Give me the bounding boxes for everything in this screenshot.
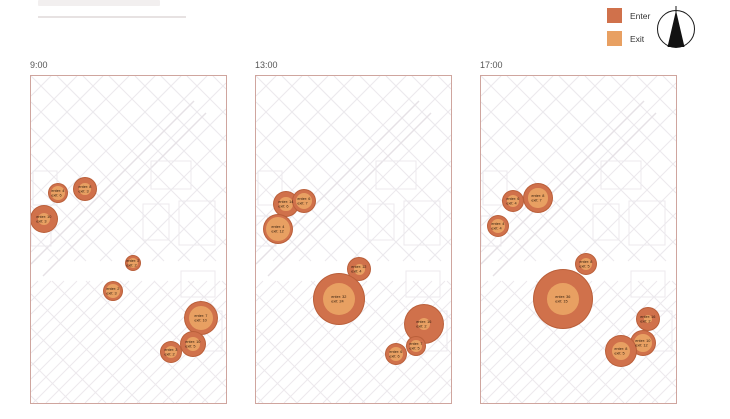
bubble-label: enter: 2 exit: 2: [126, 258, 140, 267]
map-panel-1300: 13:00 enter: 14 exit: 6 enter: 6 exit: 7 ent…: [255, 58, 452, 404]
enter-exit-bubble: enter: 16 exit: 2: [636, 307, 660, 331]
map-panel-900: 9:00 enter: 4 exit: 6 enter: 8 exit: 3 enter…: [30, 58, 227, 404]
enter-color-swatch: [607, 8, 622, 23]
exit-core: [506, 194, 520, 208]
enter-exit-bubble: enter: 4 exit: 12: [263, 214, 293, 244]
exit-core: [265, 216, 291, 242]
exit-core: [322, 282, 356, 316]
street-grid: [481, 76, 676, 403]
exit-core: [644, 315, 652, 323]
title-underline: [38, 16, 186, 18]
bubble-label: enter: 14 exit: 6: [278, 199, 294, 208]
bubble-label: enter: 6 exit: 7: [297, 196, 311, 205]
bubble-layer: enter: 4 exit: 6 enter: 8 exit: 3 enter: 10 e…: [31, 76, 226, 403]
street-map: enter: 4 exit: 6 enter: 8 exit: 3 enter: 10 e…: [30, 75, 227, 404]
bubble-label: enter: 8 exit: 7: [531, 193, 545, 202]
legend-label-exit: Exit: [630, 33, 645, 44]
bubble-label: enter: 16 exit: 2: [640, 314, 656, 323]
enter-exit-bubble: enter: 8 exit: 5: [605, 335, 637, 367]
legend-item-enter: Enter: [607, 8, 677, 23]
bubble-label: enter: 10 exit: 12: [635, 338, 651, 347]
enter-exit-bubble: enter: 2 exit: 3: [103, 281, 123, 301]
bubble-label: enter: 16 exit: 2: [416, 319, 432, 328]
panel-time-label: 9:00: [30, 60, 48, 70]
exit-core: [106, 284, 120, 298]
enter-exit-bubble: enter: 6 exit: 4: [502, 190, 524, 212]
bubble-label: enter: 4 exit: 12: [271, 224, 285, 233]
enter-exit-bubble: enter: 6 exit: 7: [292, 189, 316, 213]
panel-time-label: 13:00: [255, 60, 278, 70]
bubble-label: enter: 10 exit: 5: [185, 339, 201, 348]
enter-exit-bubble: enter: 6 exit: 6: [385, 343, 407, 365]
enter-exit-bubble: enter: 10 exit: 5: [180, 331, 206, 357]
bubble-label: enter: 7 exit: 10: [194, 313, 208, 322]
page-title-remnant: [38, 0, 160, 6]
exit-core: [295, 192, 313, 210]
enter-exit-bubble: enter: 32 exit: 24: [313, 273, 365, 325]
bubble-label: enter: 10 exit: 3: [36, 214, 52, 223]
exit-core: [37, 212, 51, 226]
exit-core: [279, 197, 293, 211]
bubble-label: enter: 4 exit: 6: [51, 188, 65, 197]
enter-exit-bubble: enter: 16 exit: 2: [404, 304, 444, 344]
enter-exit-bubble: enter: 7 exit: 10: [184, 301, 218, 335]
bubble-label: enter: 32 exit: 24: [331, 294, 347, 303]
enter-exit-bubble: enter: 4 exit: 6: [48, 183, 68, 203]
exit-core: [128, 258, 138, 268]
bubble-label: enter: 6 exit: 4: [506, 196, 520, 205]
exit-core: [410, 340, 422, 352]
enter-exit-bubble: enter: 10 exit: 3: [31, 205, 58, 233]
legend-item-exit: Exit: [607, 31, 677, 46]
exit-color-swatch: [607, 31, 622, 46]
exit-core: [51, 186, 65, 200]
exit-core: [164, 345, 178, 359]
legend: Enter Exit: [607, 8, 677, 54]
exit-core: [634, 334, 652, 352]
exit-core: [417, 317, 431, 331]
enter-exit-bubble: enter: 8 exit: 5: [575, 253, 597, 275]
bubble-label: enter: 8 exit: 3: [78, 184, 92, 193]
exit-core: [79, 183, 91, 195]
bubble-label: enter: 36 exit: 15: [555, 294, 571, 303]
exit-core: [188, 305, 214, 331]
enter-exit-bubble: enter: 4 exit: 4: [487, 215, 509, 237]
exit-core: [490, 218, 506, 234]
enter-exit-bubble: enter: 8 exit: 7: [523, 183, 553, 213]
panel-time-label: 17:00: [480, 60, 503, 70]
enter-exit-bubble: enter: 3 exit: 2: [160, 341, 182, 363]
compass-icon: [653, 4, 699, 50]
bubble-label: enter: 12 exit: 4: [351, 264, 367, 273]
exit-core: [388, 346, 404, 362]
bubble-label: enter: 8 exit: 5: [614, 346, 628, 355]
map-panel-1700: 17:00 enter: 8 exit: 7 enter: 6 exit: 4 ente…: [480, 58, 677, 404]
bubble-label: enter: 3 exit: 2: [164, 347, 178, 356]
bubble-layer: enter: 8 exit: 7 enter: 6 exit: 4 enter: 4 ex…: [481, 76, 676, 403]
exit-core: [353, 263, 365, 275]
exit-core: [186, 337, 200, 351]
exit-core: [547, 283, 579, 315]
enter-exit-bubble: enter: 7 exit: 5: [406, 336, 426, 356]
enter-exit-bubble: enter: 8 exit: 3: [73, 177, 97, 201]
legend-label-enter: Enter: [630, 10, 651, 21]
bubble-label: enter: 8 exit: 5: [579, 259, 593, 268]
street-map: enter: 8 exit: 7 enter: 6 exit: 4 enter: 4 ex…: [480, 75, 677, 404]
exit-core: [611, 341, 631, 361]
bubble-label: enter: 7 exit: 5: [409, 341, 423, 350]
bubble-label: enter: 4 exit: 4: [491, 221, 505, 230]
exit-core: [528, 188, 548, 208]
enter-exit-bubble: enter: 36 exit: 15: [533, 269, 593, 329]
exit-core: [579, 257, 593, 271]
bubble-label: enter: 2 exit: 3: [106, 286, 120, 295]
enter-exit-bubble: enter: 2 exit: 2: [125, 255, 141, 271]
street-grid: [31, 76, 226, 403]
bubble-label: enter: 6 exit: 6: [389, 349, 403, 358]
